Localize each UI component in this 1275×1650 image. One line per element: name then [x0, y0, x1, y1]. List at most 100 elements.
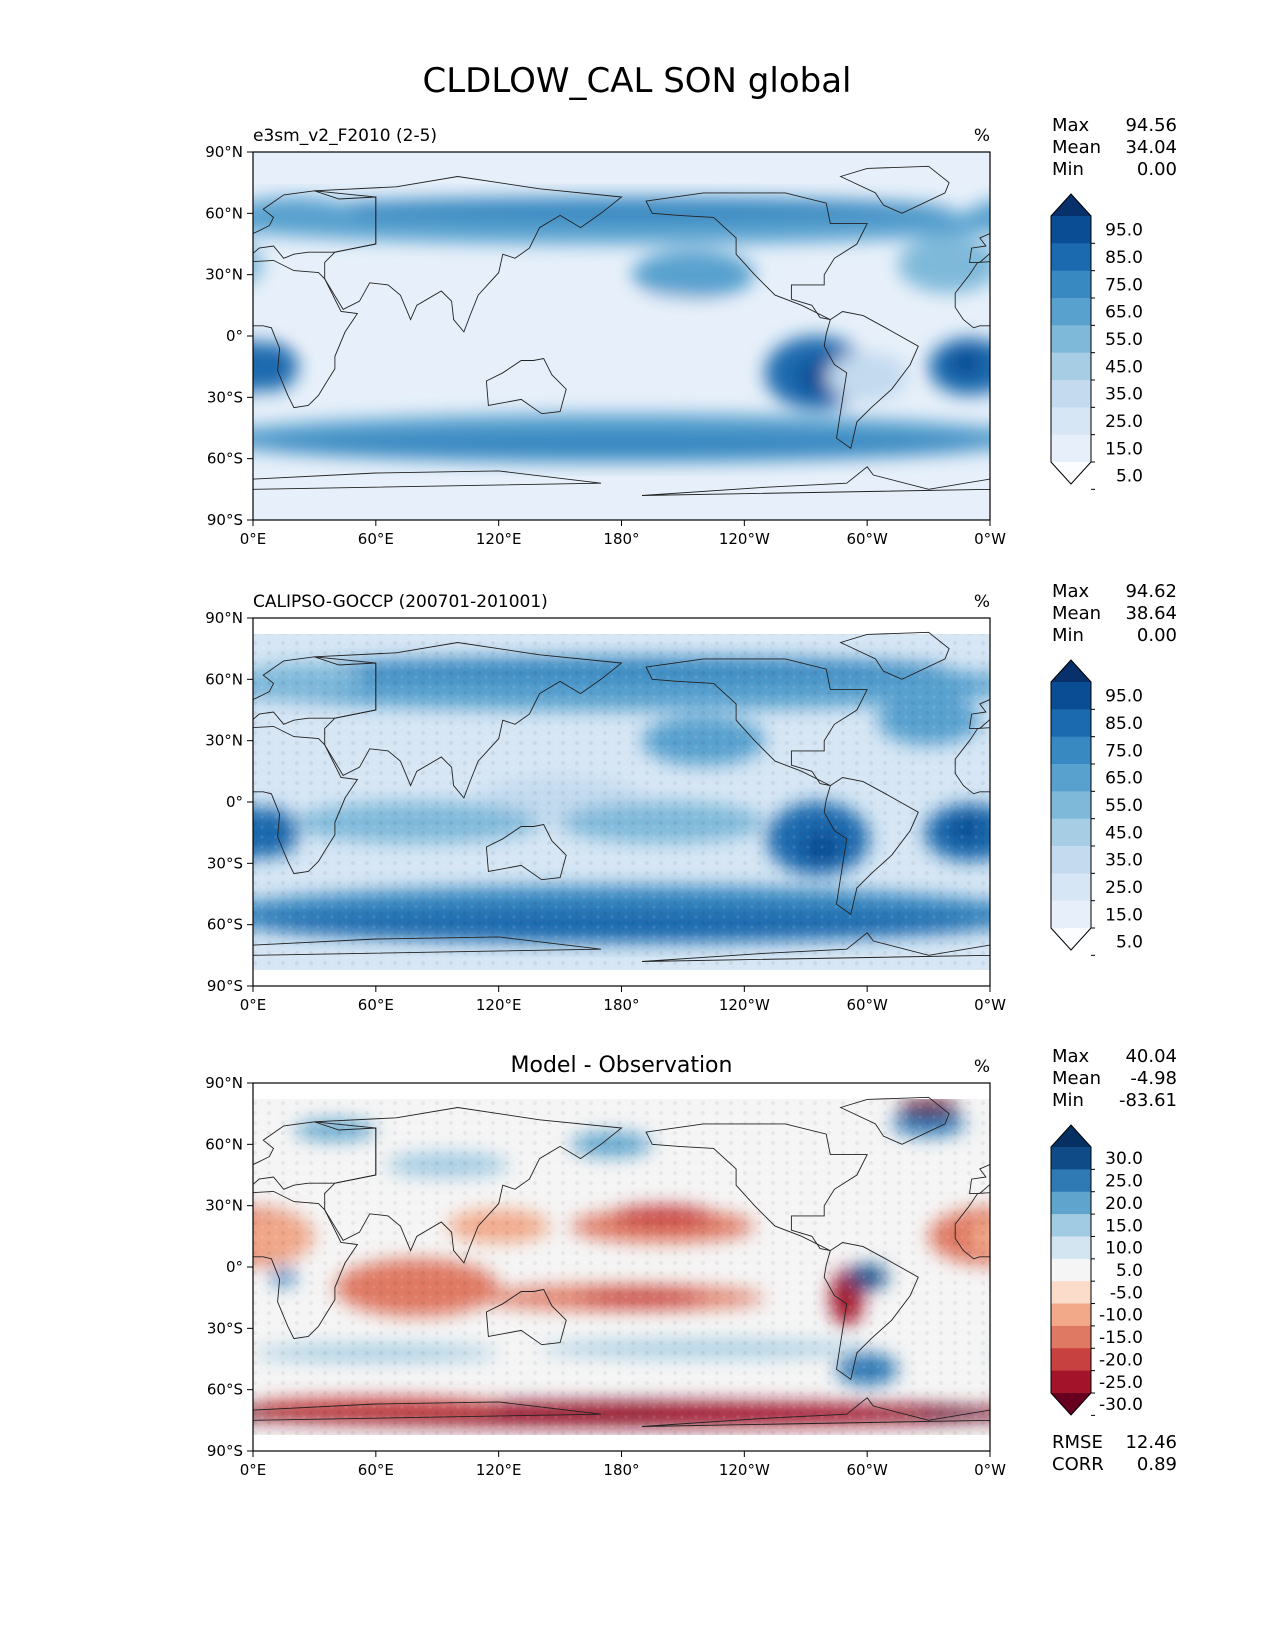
units-label: %	[974, 1057, 990, 1077]
contour-region	[253, 1408, 294, 1420]
field-texture	[253, 634, 990, 970]
colorbar-segment	[1051, 407, 1091, 436]
contour-region	[89, 352, 171, 401]
contour-field	[0, 618, 990, 986]
stat-name: Max	[1052, 581, 1090, 602]
stat-value: -83.61	[1119, 1090, 1177, 1111]
colorbar-segment	[1051, 380, 1091, 408]
contour-region	[977, 346, 990, 387]
contour-region	[1236, 295, 1275, 336]
colorbar-label: 15.0	[1105, 439, 1143, 459]
contour-region	[293, 284, 458, 347]
x-tick-label: 60°E	[358, 530, 394, 548]
contour-region	[253, 430, 990, 459]
x-tick-label: 60°W	[846, 530, 888, 548]
stat-name: Mean	[1052, 603, 1101, 624]
contour-region	[253, 901, 294, 927]
x-tick-label: 120°E	[476, 1461, 522, 1479]
x-tick-label: 60°E	[358, 1461, 394, 1479]
units-label: %	[974, 126, 990, 146]
colorbar-segment	[1051, 216, 1091, 244]
colorbar-label: -25.0	[1099, 1373, 1143, 1393]
contour-region	[212, 814, 253, 843]
colorbar-label: -20.0	[1099, 1350, 1143, 1370]
colorbar-label: 55.0	[1105, 330, 1143, 350]
colorbar-label: -30.0	[1099, 1395, 1143, 1415]
contour-region	[0, 1341, 130, 1357]
stat-value: -4.98	[1130, 1068, 1177, 1089]
contour-region	[0, 1285, 28, 1310]
x-tick-label: 120°E	[476, 996, 522, 1014]
coastline-samer	[823, 311, 919, 450]
colorbar-segment	[1051, 298, 1091, 326]
y-tick-label: 30°S	[207, 388, 243, 406]
coastline-antar	[253, 932, 990, 986]
extra-stat-value: 12.46	[1125, 1432, 1177, 1453]
colorbar-segment	[1051, 243, 1091, 272]
colorbar-label: 5.0	[1116, 1261, 1143, 1281]
colorbar-label: 85.0	[1105, 714, 1143, 734]
contour-region	[61, 358, 110, 395]
colorbar-segment	[1051, 736, 1091, 765]
contour-region	[253, 214, 294, 233]
colorbar: 95.0 85.0 75.0 65.0 55.0 45.0 35.0 25.0 15.0 5.0	[1050, 659, 1143, 956]
coastline-green	[839, 631, 950, 680]
colorbar-label: 45.0	[1105, 357, 1143, 377]
colorbar-segment	[1051, 900, 1091, 929]
coastlines	[253, 165, 990, 520]
y-tick-label: 60°N	[205, 204, 243, 222]
y-tick-label: 60°N	[205, 670, 243, 688]
y-tick-label: 90°N	[205, 143, 243, 161]
field-texture	[253, 1099, 990, 1435]
coastline-antar	[253, 466, 990, 520]
x-tick-label: 120°W	[719, 996, 770, 1014]
contour-region	[161, 1099, 222, 1115]
extra-stat-value: 0.89	[1137, 1454, 1177, 1475]
panel-title: Model - Observation	[511, 1053, 733, 1078]
contour-region	[1215, 1285, 1275, 1310]
colorbar-label: -5.0	[1110, 1283, 1143, 1303]
y-tick-label: 60°N	[205, 1135, 243, 1153]
coastline-asia	[314, 176, 623, 333]
colorbar-label: 55.0	[1105, 796, 1143, 816]
y-tick-label: 90°N	[205, 609, 243, 627]
contour-region	[826, 352, 909, 402]
colorbar-segment	[1051, 1348, 1091, 1372]
stat-value: 38.64	[1125, 603, 1177, 624]
y-tick-label: 0°	[226, 793, 243, 811]
x-tick-label: 0°E	[240, 530, 267, 548]
coastline-africa	[253, 1190, 990, 1340]
colorbar-segment	[1051, 270, 1091, 299]
contour-region	[498, 325, 622, 367]
y-tick-label: 90°S	[207, 511, 243, 529]
stat-name: Max	[1052, 115, 1090, 136]
y-tick-label: 0°	[226, 1258, 243, 1276]
panel-label: e3sm_v2_F2010 (2-5)	[253, 126, 437, 146]
stat-value: 0.00	[1137, 159, 1177, 180]
coastline-africa	[253, 259, 990, 409]
coastline-asia	[314, 642, 623, 799]
stat-name: Mean	[1052, 137, 1101, 158]
colorbar-segment	[1051, 1370, 1091, 1394]
colorbar-label: -10.0	[1099, 1306, 1143, 1326]
colorbar-label: 25.0	[1105, 878, 1143, 898]
y-tick-label: 90°S	[207, 977, 243, 995]
colorbar-label: -15.0	[1099, 1328, 1143, 1348]
coastline-austr	[485, 357, 567, 415]
contour-region	[30, 802, 132, 876]
stat-name: Min	[1052, 625, 1084, 646]
contour-region	[155, 1112, 229, 1137]
coastline-green	[839, 1096, 950, 1145]
x-tick-label: 60°W	[846, 1461, 888, 1479]
colorbar-extend-max	[1051, 660, 1091, 682]
colorbar-label: 20.0	[1105, 1194, 1143, 1214]
contour-region	[0, 657, 212, 682]
y-tick-label: 30°S	[207, 1319, 243, 1337]
contour-region	[1008, 1269, 1033, 1285]
y-tick-label: 60°S	[207, 450, 243, 468]
stat-value: 40.04	[1125, 1046, 1177, 1067]
stat-name: Max	[1052, 1046, 1090, 1067]
contour-region	[253, 247, 264, 282]
contour-region	[212, 348, 253, 377]
colorbar-segment	[1051, 846, 1091, 874]
